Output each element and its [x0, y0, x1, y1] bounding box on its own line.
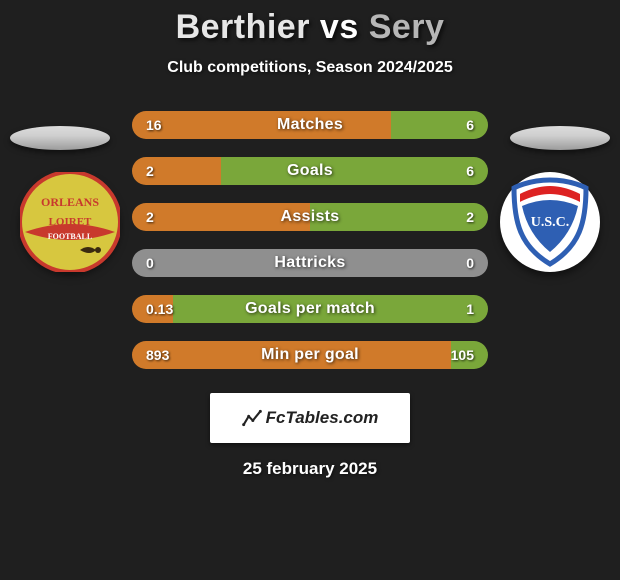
stat-label: Goals: [132, 162, 488, 180]
stat-row: 22Assists: [132, 203, 488, 231]
chart-icon: [242, 408, 262, 428]
title-player1: Berthier: [176, 8, 310, 46]
badge-shadow-left: [10, 126, 110, 150]
title-vs: vs: [320, 8, 359, 46]
stat-row: 00Hattricks: [132, 249, 488, 277]
date-label: 25 february 2025: [0, 459, 620, 479]
stat-row: 893105Min per goal: [132, 341, 488, 369]
stat-row: 166Matches: [132, 111, 488, 139]
orleans-badge-icon: ORLEANS LOIRET FOOTBALL: [20, 172, 120, 272]
usc-badge-icon: U.S.C.: [500, 172, 600, 272]
stat-label: Assists: [132, 208, 488, 226]
stat-label: Matches: [132, 116, 488, 134]
subtitle: Club competitions, Season 2024/2025: [0, 59, 620, 77]
title-player2: Sery: [369, 8, 445, 46]
badge-left-text-bot: FOOTBALL: [48, 232, 92, 241]
stat-row: 0.131Goals per match: [132, 295, 488, 323]
stat-label: Min per goal: [132, 346, 488, 364]
badge-left-text-top: ORLEANS: [41, 195, 99, 209]
badge-left-text-mid: LOIRET: [49, 216, 92, 228]
club-badge-right: U.S.C.: [500, 172, 600, 272]
club-badge-left: ORLEANS LOIRET FOOTBALL: [20, 172, 120, 272]
badge-right-text: U.S.C.: [531, 215, 570, 230]
brand-box: FcTables.com: [210, 393, 410, 443]
stat-row: 26Goals: [132, 157, 488, 185]
stat-label: Goals per match: [132, 300, 488, 318]
stat-label: Hattricks: [132, 254, 488, 272]
stats-container: 166Matches 26Goals 22Assists 00Hattricks 0.1…: [132, 111, 488, 369]
brand-text: FcTables.com: [266, 408, 379, 428]
page-title: Berthier vs Sery: [0, 8, 620, 47]
brand-label: FcTables.com: [242, 408, 379, 428]
comparison-infographic: Berthier vs Sery Club competitions, Seas…: [0, 0, 620, 580]
badge-shadow-right: [510, 126, 610, 150]
